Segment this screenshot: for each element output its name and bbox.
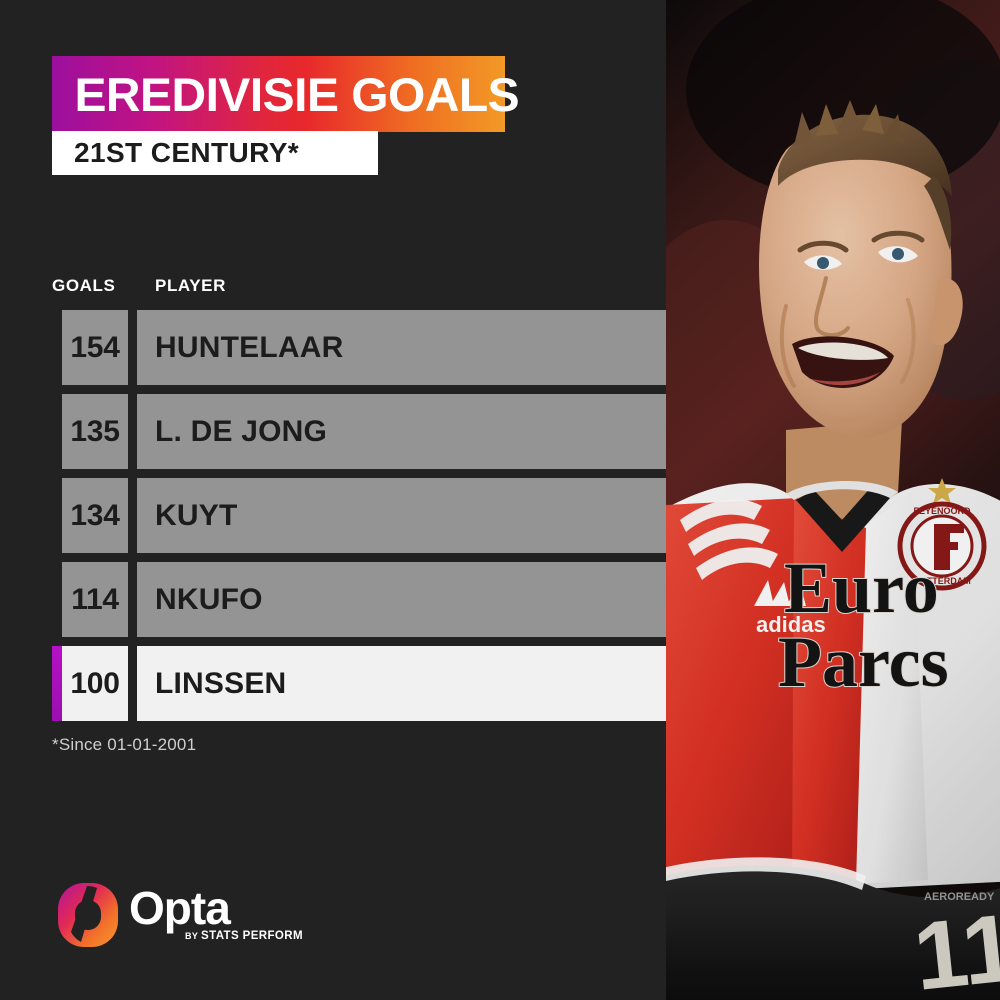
column-header-goals: GOALS	[52, 276, 116, 295]
opta-tagline-by: BY	[185, 931, 202, 941]
row-goals-value: 114	[62, 562, 128, 637]
row-goals-value: 154	[62, 310, 128, 385]
table-column-headers: GOALS PLAYER	[52, 276, 667, 298]
svg-text:adidas: adidas	[756, 612, 826, 637]
opta-wordmark: Opta	[129, 882, 231, 934]
row-accent-bar	[52, 478, 62, 553]
player-photo: adidas FEYENOORD ROTTERDAM Euro Parcs	[666, 0, 1000, 1000]
svg-text:11: 11	[909, 894, 1000, 1000]
table-row: 114 NKUFO	[52, 562, 667, 637]
row-accent-bar	[52, 562, 62, 637]
table-row: 154 HUNTELAAR	[52, 310, 667, 385]
row-player-name: LINSSEN	[137, 646, 667, 721]
opta-tagline: BY STATS PERFORM	[185, 930, 303, 942]
opta-logo: Opta BY STATS PERFORM	[57, 880, 303, 950]
svg-text:Euro: Euro	[784, 548, 939, 628]
row-player-name: KUYT	[137, 478, 667, 553]
row-accent-bar	[52, 394, 62, 469]
cell-gap	[128, 478, 137, 553]
svg-text:AEROREADY: AEROREADY	[924, 891, 995, 903]
svg-text:FEYENOORD: FEYENOORD	[913, 506, 971, 516]
page-subtitle: 21ST CENTURY*	[74, 137, 300, 168]
row-accent-bar	[52, 646, 62, 721]
cell-gap	[128, 310, 137, 385]
row-goals-value: 100	[62, 646, 128, 721]
row-goals-value: 135	[62, 394, 128, 469]
opta-tagline-text: STATS PERFORM	[201, 930, 303, 942]
footnote: *Since 01-01-2001	[52, 735, 197, 754]
title-banner: EREDIVISIE GOALS	[52, 56, 520, 132]
svg-text:Parcs: Parcs	[778, 622, 949, 702]
row-goals-value: 134	[62, 478, 128, 553]
row-accent-bar	[52, 310, 62, 385]
table-row-highlighted: 100 LINSSEN	[52, 646, 667, 721]
column-header-player: PLAYER	[155, 276, 226, 295]
table-row: 135 L. DE JONG	[52, 394, 667, 469]
cell-gap	[128, 562, 137, 637]
ranking-table: 154 HUNTELAAR 135 L. DE JONG 134 KUYT 11…	[52, 310, 667, 730]
row-player-name: HUNTELAAR	[137, 310, 667, 385]
cell-gap	[128, 394, 137, 469]
opta-o-mark-icon	[57, 882, 119, 948]
row-player-name: L. DE JONG	[137, 394, 667, 469]
subtitle-banner: 21ST CENTURY*	[52, 131, 378, 175]
svg-text:ROTTERDAM: ROTTERDAM	[913, 576, 971, 586]
table-row: 134 KUYT	[52, 478, 667, 553]
cell-gap	[128, 646, 137, 721]
row-player-name: NKUFO	[137, 562, 667, 637]
page-title: EREDIVISIE GOALS	[74, 67, 520, 121]
